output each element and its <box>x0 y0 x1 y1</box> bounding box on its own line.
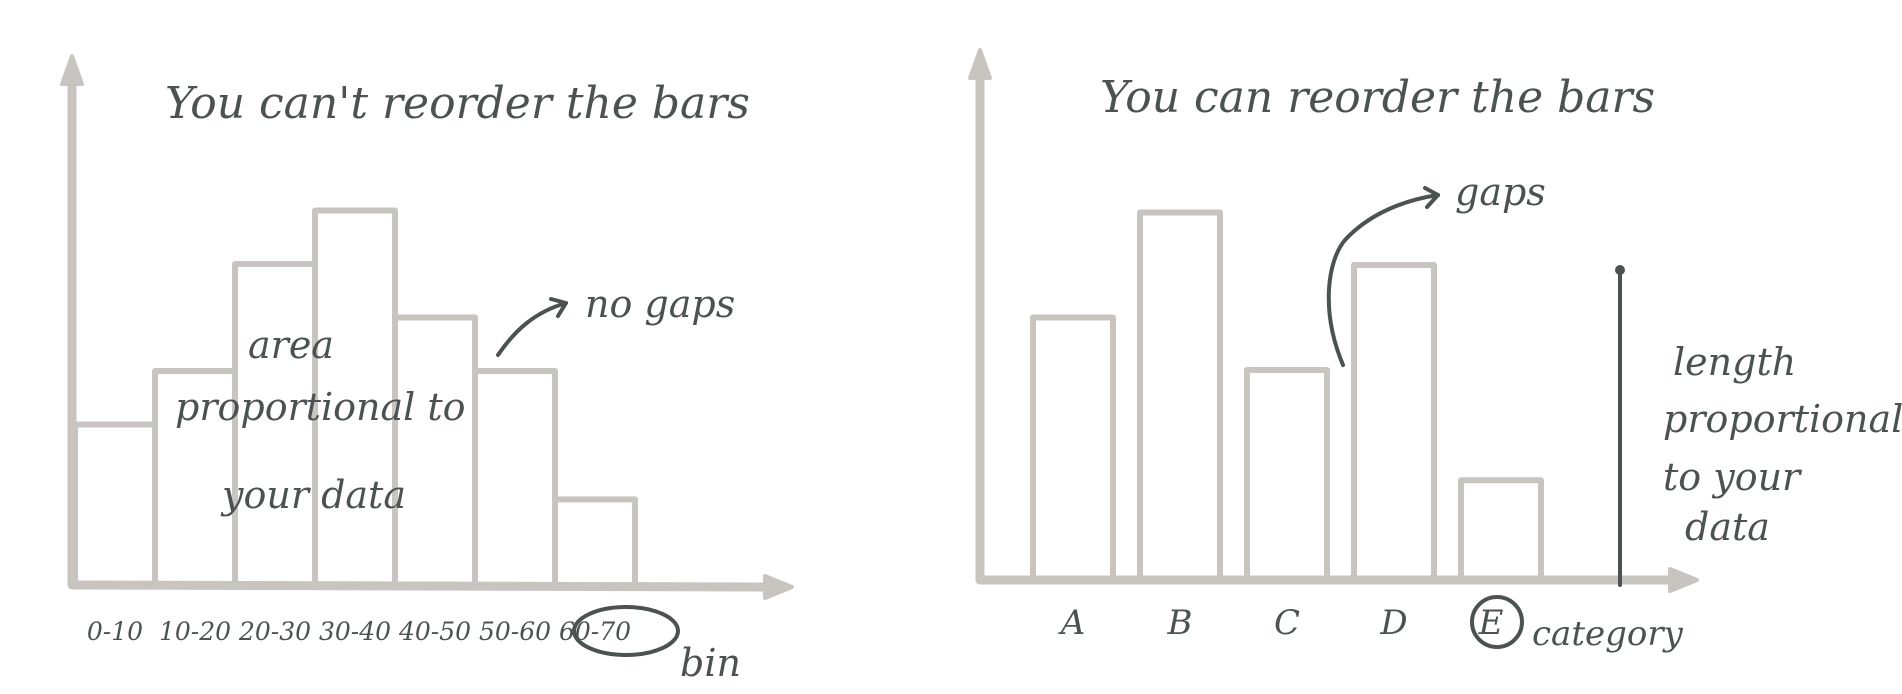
histogram-bar-60-70 <box>552 496 638 588</box>
histogram-bar-40-50 <box>392 314 478 588</box>
histogram-tick-40-50: 40-50 <box>398 617 471 646</box>
bar-chart-bar-E <box>1458 477 1544 583</box>
bar-chart-y-arrowhead <box>968 48 992 80</box>
histogram-bar-50-60 <box>472 368 558 588</box>
bar-chart-x-label: category <box>1532 614 1684 654</box>
histogram-y-arrowhead <box>60 54 84 86</box>
bar-chart-category-D: D <box>1379 603 1407 643</box>
length-note-line-3: to your <box>1663 455 1803 499</box>
bar-chart-bar-A <box>1030 314 1116 583</box>
no-gaps-label: no gaps <box>585 282 735 326</box>
histogram-tick-0-10: 0-10 <box>87 617 143 646</box>
area-note-line-1: area <box>248 323 334 367</box>
bar-chart-bar-D <box>1351 262 1437 583</box>
gaps-label: gaps <box>1455 170 1546 214</box>
bar-chart-category-E: E <box>1478 603 1504 643</box>
histogram-x-arrowhead <box>763 574 794 600</box>
length-note-line-2: proportional <box>1663 397 1902 441</box>
area-note-line-3: your data <box>220 473 406 517</box>
bar-chart-bar-B <box>1137 209 1223 583</box>
histogram-tick-10-20: 10-20 <box>159 617 231 646</box>
bar-chart-panel: A B C D E You can reorder the bars gaps leng… <box>968 48 1902 654</box>
gaps-arrowhead <box>1423 186 1440 209</box>
highlighted-category-circle <box>1470 595 1524 649</box>
histogram-tick-20-30: 20-30 <box>238 617 311 646</box>
bar-chart-category-C: C <box>1274 603 1300 643</box>
length-note-line-4: data <box>1685 505 1770 549</box>
gaps-arrow <box>1326 193 1440 367</box>
area-note-line-2: proportional to <box>175 385 466 429</box>
histogram-bars <box>72 207 638 588</box>
no-gaps-arrowhead <box>549 297 568 318</box>
histogram-tick-50-60: 50-60 <box>479 617 551 646</box>
highlighted-bin-circle <box>572 605 680 657</box>
histogram-panel: 0-10 10-20 20-30 30-40 40-50 50-60 60-70 You c… <box>60 54 794 685</box>
bar-chart-category-B: B <box>1167 603 1193 643</box>
bar-chart-category-A: A <box>1058 603 1086 643</box>
bar-chart-x-arrowhead <box>1668 567 1699 593</box>
histogram-title: You can't reorder the bars <box>165 78 750 129</box>
length-note-line-1: length <box>1673 340 1796 384</box>
histogram-tick-labels: 0-10 10-20 20-30 30-40 40-50 50-60 60-70 <box>87 617 631 646</box>
no-gaps-arrow <box>496 301 568 357</box>
histogram-tick-60-70: 60-70 <box>559 617 631 646</box>
histogram-bar-0-10 <box>72 421 158 588</box>
bar-chart-category-labels: A B C D E <box>1058 603 1504 643</box>
bar-chart-title: You can reorder the bars <box>1100 72 1655 123</box>
histogram-tick-30-40: 30-40 <box>319 617 391 646</box>
histogram-x-label: bin <box>680 641 741 685</box>
length-reference-top-dot <box>1615 265 1625 275</box>
bar-chart-bars <box>1030 209 1544 583</box>
bar-chart-bar-C <box>1244 367 1330 583</box>
